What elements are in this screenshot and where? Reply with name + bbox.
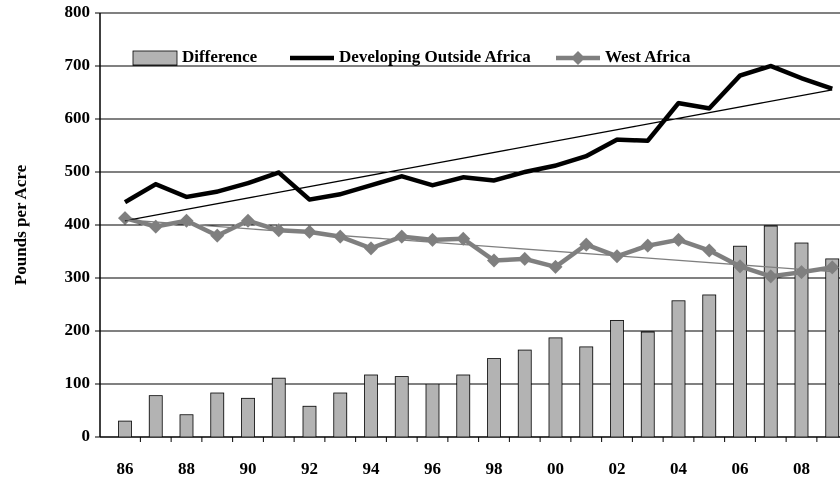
bar [763, 225, 778, 438]
bar [333, 392, 348, 438]
bar [671, 300, 686, 438]
legend-label: Developing Outside Africa [339, 47, 531, 66]
y-tick-label: 800 [65, 2, 91, 21]
marker [579, 237, 594, 252]
x-tick-label: 90 [240, 459, 257, 478]
marker [456, 231, 471, 246]
marker [548, 259, 563, 274]
bar [179, 414, 194, 438]
y-tick-label: 300 [65, 267, 91, 286]
y-tick-label: 0 [82, 426, 91, 445]
marker [302, 224, 317, 239]
trend-line [124, 219, 833, 273]
x-tick-label: 06 [732, 459, 749, 478]
bar [118, 420, 132, 438]
marker [394, 229, 409, 244]
y-tick-label: 700 [65, 55, 91, 74]
bar [825, 258, 840, 438]
x-tick-label: 96 [424, 459, 441, 478]
marker [364, 241, 378, 256]
y-tick-label: 500 [65, 161, 91, 180]
trend-line [124, 89, 833, 222]
marker [671, 232, 686, 247]
bar [210, 392, 225, 438]
line [124, 215, 833, 279]
marker [640, 238, 655, 253]
y-tick-label: 600 [65, 108, 91, 127]
bar [640, 331, 655, 438]
x-tick-label: 86 [117, 459, 134, 478]
marker [148, 219, 163, 234]
marker [425, 232, 440, 247]
bar [794, 242, 809, 438]
x-tick-label: 92 [301, 459, 318, 478]
marker [241, 213, 255, 228]
legend-label: Difference [182, 47, 258, 66]
marker [733, 259, 747, 274]
y-axis-label: Pounds per Acre [11, 164, 30, 285]
legend-marker [571, 51, 585, 65]
y-tick-label: 200 [65, 320, 91, 339]
bar [702, 294, 717, 438]
bar [394, 376, 409, 438]
marker [179, 213, 194, 228]
marker [517, 251, 532, 266]
bar [610, 319, 624, 438]
marker [333, 229, 348, 244]
x-tick-label: 08 [793, 459, 810, 478]
bar [241, 397, 255, 438]
x-tick-label: 02 [609, 459, 626, 478]
bar [487, 358, 501, 438]
marker [487, 253, 501, 268]
bar [425, 383, 440, 438]
x-tick-label: 98 [486, 459, 503, 478]
bar [548, 337, 563, 438]
y-tick-label: 400 [65, 214, 91, 233]
bar [517, 349, 532, 438]
bar [271, 377, 286, 438]
x-tick-label: 88 [178, 459, 195, 478]
bar [364, 374, 378, 438]
marker [210, 228, 225, 243]
x-tick-label: 94 [363, 459, 381, 478]
x-tick-label: 04 [670, 459, 688, 478]
line [123, 63, 833, 205]
legend-swatch [132, 50, 178, 66]
legend-label: West Africa [605, 47, 691, 66]
bar [456, 374, 471, 438]
x-tick-label: 00 [547, 459, 564, 478]
bar [148, 395, 163, 438]
bar [733, 245, 747, 438]
bar [302, 405, 317, 438]
y-tick-label: 100 [65, 373, 91, 392]
bar [579, 346, 594, 438]
marker [271, 223, 286, 238]
marker [763, 269, 778, 284]
marker [702, 243, 717, 258]
marker [118, 211, 132, 226]
